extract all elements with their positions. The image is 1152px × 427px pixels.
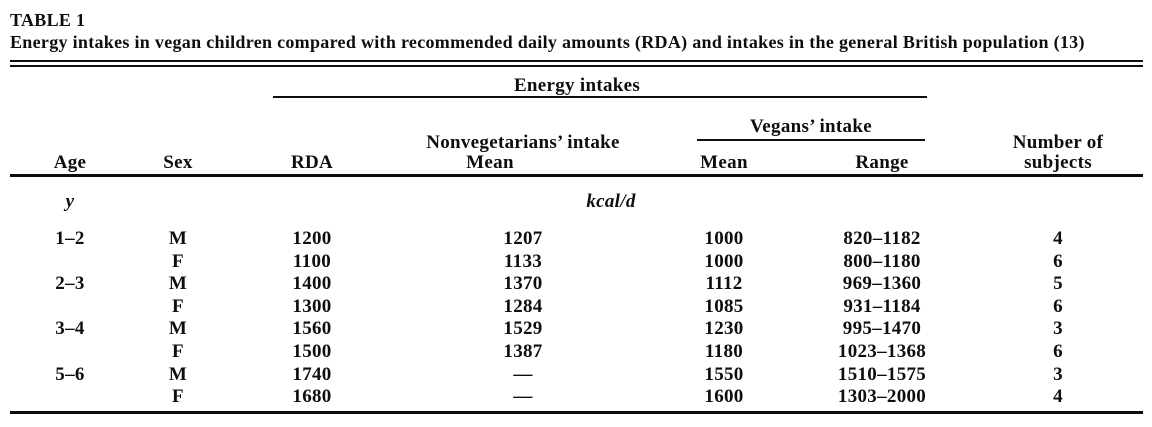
table-cell: 800–1180	[843, 250, 921, 272]
table-cell: 1085	[704, 295, 744, 317]
table-cell: 1600	[704, 386, 744, 408]
table-cell: 931–1184	[843, 295, 921, 317]
nonveg-mean-label: Mean	[466, 152, 514, 173]
table-cell: 1180	[704, 340, 744, 362]
table-cell: 1740	[292, 363, 332, 385]
table-cell: 1529	[503, 318, 543, 340]
table-cell: 1207	[503, 228, 543, 249]
table-cell: 1387	[503, 340, 543, 362]
column-age-values: 1–2 2–3 3–4 5–6	[0, 228, 140, 409]
energy-unit-label: kcal/d	[586, 191, 636, 212]
column-vegan-mean-values: 1000 1000 1112 1085 1230 1180 1550 1600	[654, 228, 794, 409]
age-unit-label: y	[65, 191, 75, 212]
column-header-vegan-mean: Mean	[700, 152, 748, 173]
table-cell: 6	[1053, 295, 1063, 317]
nonvegetarians-intake-label: Nonvegetarians’ intake	[426, 132, 620, 153]
vegans-intake-spanner-rule	[697, 139, 925, 141]
table-cell: —	[513, 363, 533, 385]
column-header-nonvegetarians-intake: Nonvegetarians’ intake Mean	[403, 133, 643, 173]
table-cell: 1023–1368	[837, 340, 927, 362]
table-cell: 6	[1053, 250, 1063, 272]
column-number-of-subjects-values: 4 6 5 6 3 6 3 4	[978, 228, 1138, 409]
table-cell: 1230	[704, 318, 744, 340]
table-cell: 1400	[292, 273, 332, 295]
table-cell: 1133	[503, 250, 543, 272]
table-cell: 4	[1053, 386, 1063, 408]
column-vegan-range-values: 820–1182 800–1180 969–1360 931–1184 995–…	[792, 228, 972, 409]
table-cell: 1680	[292, 386, 332, 408]
table-cell: F	[172, 250, 184, 272]
table-cell: 1560	[292, 318, 332, 340]
column-header-rda: RDA	[290, 152, 334, 173]
table-cell: 1112	[705, 273, 743, 295]
column-header-vegan-range: Range	[855, 152, 909, 173]
table-cell: 5	[1053, 273, 1063, 295]
table-cell: F	[172, 295, 184, 317]
table-cell: 4	[1053, 228, 1063, 249]
table-cell: 1200	[292, 228, 332, 249]
table-cell: 1000	[704, 228, 744, 249]
subjects-label: subjects	[1024, 152, 1092, 173]
table-cell: 3–4	[55, 318, 85, 340]
column-rda-values: 1200 1100 1400 1300 1560 1500 1740 1680	[242, 228, 382, 409]
table-cell: 1500	[292, 340, 332, 362]
column-sex-values: M F M F M F M F	[108, 228, 248, 409]
table-label: TABLE 1	[10, 10, 86, 30]
table-cell: 1000	[704, 250, 744, 272]
spanner-energy-intakes: Energy intakes	[513, 75, 641, 96]
table-cell: 1100	[292, 250, 332, 272]
table-cell: 3	[1053, 318, 1063, 340]
column-nonveg-mean-values: 1207 1133 1370 1284 1529 1387 — —	[433, 228, 613, 409]
column-header-age: Age	[53, 152, 87, 173]
table-cell: 820–1182	[843, 228, 921, 249]
table-cell: 5–6	[55, 363, 85, 385]
table-cell: 1370	[503, 273, 543, 295]
top-double-rule	[10, 60, 1143, 67]
table-cell: 995–1470	[842, 318, 922, 340]
table-cell: M	[168, 363, 188, 385]
table-cell: M	[168, 318, 188, 340]
table-cell: 1284	[503, 295, 543, 317]
table-bottom-rule	[10, 411, 1143, 414]
table-caption: Energy intakes in vegan children compare…	[10, 32, 1085, 52]
table-cell: F	[172, 386, 184, 408]
table-cell: 3	[1053, 363, 1063, 385]
table-cell: 2–3	[55, 273, 85, 295]
energy-intakes-spanner-rule	[273, 96, 927, 98]
table-cell: 1303–2000	[837, 386, 927, 408]
spanner-vegans-intake: Vegans’ intake	[750, 116, 872, 137]
table-cell: 1–2	[55, 228, 85, 249]
table-cell: F	[172, 340, 184, 362]
table-cell: 1510–1575	[837, 363, 927, 385]
table-cell: —	[513, 386, 533, 408]
number-of-label: Number of	[1012, 132, 1104, 153]
table-cell: 969–1360	[842, 273, 922, 295]
table-cell: 1300	[292, 295, 332, 317]
table-cell: 1550	[704, 363, 744, 385]
column-header-number-of-subjects: Number of subjects	[978, 133, 1138, 173]
table-cell: 6	[1053, 340, 1063, 362]
column-header-sex: Sex	[163, 152, 193, 173]
header-bottom-rule	[10, 174, 1143, 177]
table-cell: M	[168, 273, 188, 295]
table-cell: M	[168, 228, 188, 249]
